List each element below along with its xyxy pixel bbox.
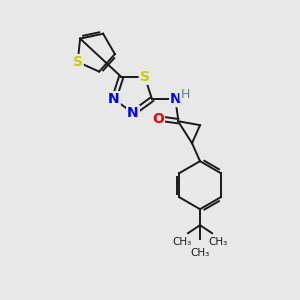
Text: CH₃: CH₃ <box>190 248 210 258</box>
Text: N: N <box>127 106 139 120</box>
Text: O: O <box>152 112 164 126</box>
Text: CH₃: CH₃ <box>208 237 228 247</box>
Text: S: S <box>73 55 83 69</box>
Text: S: S <box>140 70 150 84</box>
Text: CH₃: CH₃ <box>172 237 192 247</box>
Text: H: H <box>180 88 190 101</box>
Text: N: N <box>170 92 182 106</box>
Text: N: N <box>108 92 120 106</box>
